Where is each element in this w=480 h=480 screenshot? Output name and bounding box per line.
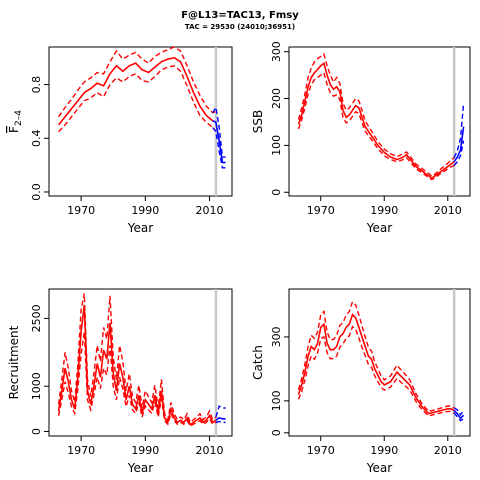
hist-lower-bound-line bbox=[297, 325, 455, 417]
proj-median-line bbox=[212, 120, 226, 164]
hist-median-line bbox=[297, 313, 455, 415]
y-tick-label: 100 bbox=[270, 390, 283, 411]
hist-median-line bbox=[57, 56, 217, 126]
proj-median-line bbox=[215, 417, 226, 421]
plot-frame bbox=[288, 46, 471, 197]
x-tick-label: 1990 bbox=[131, 204, 159, 217]
y-tick-label: 300 bbox=[270, 41, 283, 62]
y-axis-label: SSB bbox=[251, 110, 265, 133]
y-tick-label: 200 bbox=[270, 88, 283, 109]
hist-upper-bound-line bbox=[297, 300, 455, 413]
x-tick-label: 1970 bbox=[67, 204, 95, 217]
x-tick-label: 1990 bbox=[370, 204, 398, 217]
x-tick-label: 2010 bbox=[434, 204, 462, 217]
panel-ssb: 1970 1990 2010 0 100 200 300 Year SSB bbox=[251, 41, 471, 235]
x-tick-label: 2010 bbox=[434, 444, 462, 457]
panel-catch: 1970 1990 2010 0 100 300 Year Catch bbox=[251, 288, 471, 475]
y-tick-label: 2500 bbox=[30, 304, 43, 332]
y-tick-label: 0 bbox=[30, 428, 43, 435]
proj-median-line bbox=[453, 126, 465, 163]
hist-lower-bound-line bbox=[57, 331, 217, 427]
proj-upper-bound-line bbox=[453, 407, 465, 417]
y-tick-label: 100 bbox=[270, 135, 283, 156]
panel-recruitment: 1970 1990 2010 0 1000 2500 Year Recruitment bbox=[7, 288, 233, 475]
y-axis-label: Recruitment bbox=[7, 325, 21, 399]
plot-frame bbox=[288, 288, 471, 437]
panel-fbar: 1970 1990 2010 0.0 0.4 0.8 Year F2–4 bbox=[7, 46, 233, 235]
y-tick-label: 0.4 bbox=[30, 130, 43, 148]
proj-lower-bound-line bbox=[212, 127, 226, 169]
proj-upper-bound-line bbox=[212, 105, 226, 158]
x-axis-label: Year bbox=[366, 461, 392, 475]
y-axis-label: Catch bbox=[251, 345, 265, 380]
hist-lower-bound-line bbox=[58, 65, 217, 133]
hist-upper-bound-line bbox=[58, 46, 217, 118]
proj-lower-bound-line bbox=[453, 140, 465, 166]
figure-subtitle: TAC = 29530 (24010;36951) bbox=[184, 23, 296, 31]
y-tick-label: 0.8 bbox=[30, 76, 43, 94]
hist-lower-bound-line bbox=[297, 71, 455, 181]
x-tick-label: 1970 bbox=[307, 444, 335, 457]
x-axis-label: Year bbox=[127, 221, 153, 235]
y-axis-label: F2–4 bbox=[7, 110, 24, 133]
y-tick-label: 0 bbox=[270, 429, 283, 436]
x-tick-label: 1990 bbox=[370, 444, 398, 457]
plot-frame bbox=[48, 46, 233, 197]
proj-lower-bound-line bbox=[215, 420, 226, 424]
x-axis-label: Year bbox=[127, 461, 153, 475]
x-tick-label: 1990 bbox=[131, 444, 159, 457]
hist-upper-bound-line bbox=[297, 52, 455, 178]
figure-title: F@L13=TAC13, Fmsy bbox=[181, 10, 299, 21]
x-tick-label: 2010 bbox=[196, 204, 224, 217]
x-tick-label: 1970 bbox=[307, 204, 335, 217]
proj-upper-bound-line bbox=[453, 103, 465, 158]
x-tick-label: 2010 bbox=[196, 444, 224, 457]
y-tick-label: 0 bbox=[270, 189, 283, 196]
x-axis-label: Year bbox=[366, 221, 392, 235]
proj-upper-bound-line bbox=[215, 405, 226, 418]
hist-median-line bbox=[57, 304, 217, 426]
proj-median-line bbox=[453, 409, 465, 420]
hist-median-line bbox=[297, 62, 455, 180]
x-tick-label: 1970 bbox=[67, 444, 95, 457]
y-tick-label: 0.0 bbox=[30, 183, 43, 201]
y-tick-label: 1000 bbox=[30, 372, 43, 400]
plot-frame bbox=[48, 288, 233, 437]
proj-lower-bound-line bbox=[453, 412, 464, 422]
y-tick-label: 300 bbox=[270, 326, 283, 347]
